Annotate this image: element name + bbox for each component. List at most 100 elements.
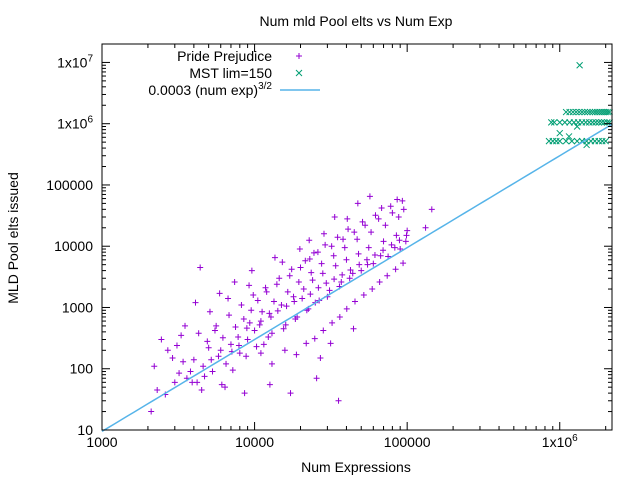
- data-point: [332, 262, 339, 269]
- data-point: [278, 301, 285, 308]
- data-point: [380, 238, 387, 245]
- data-point: [393, 232, 400, 239]
- data-point: [326, 287, 333, 294]
- data-point: [274, 307, 281, 314]
- data-point: [603, 119, 611, 126]
- data-point: [158, 336, 165, 343]
- data-point: [290, 293, 297, 300]
- data-point: [241, 390, 248, 397]
- data-point: [346, 275, 353, 282]
- data-point: [248, 267, 255, 274]
- y-axis-label: MLD Pool elts issued: [5, 172, 21, 304]
- data-point: [547, 119, 555, 126]
- data-point: [568, 137, 576, 145]
- data-point: [578, 108, 586, 116]
- data-point: [238, 301, 245, 308]
- fit-line: [101, 123, 613, 433]
- data-point: [225, 295, 232, 302]
- data-point: [575, 108, 583, 116]
- data-point: [154, 386, 161, 393]
- data-point: [400, 206, 407, 213]
- data-point: [583, 141, 590, 149]
- data-point: [266, 310, 273, 317]
- data-point: [307, 291, 314, 298]
- data-point: [354, 200, 361, 207]
- y-tick-label: 100000: [46, 177, 93, 193]
- data-point: [375, 215, 382, 222]
- y-tick-label: 1x106: [57, 115, 93, 132]
- x-tick-label: 1x106: [542, 433, 578, 450]
- data-point: [387, 203, 394, 210]
- data-point: [586, 108, 594, 116]
- data-point: [392, 266, 399, 273]
- data-point: [308, 269, 315, 276]
- data-point: [395, 213, 402, 220]
- data-point: [293, 351, 300, 358]
- data-point: [235, 342, 242, 349]
- data-point: [257, 318, 264, 325]
- data-point: [598, 119, 605, 126]
- data-point: [259, 308, 266, 315]
- data-point: [223, 360, 230, 367]
- y-tick-label: 10: [77, 422, 93, 438]
- chart-title: Num mld Pool elts vs Num Exp: [260, 13, 453, 29]
- data-point: [273, 281, 280, 288]
- data-point: [288, 266, 295, 273]
- data-point: [281, 347, 288, 354]
- data-point: [391, 244, 398, 251]
- data-point: [201, 373, 208, 380]
- data-point: [399, 197, 406, 204]
- data-point: [338, 279, 345, 286]
- data-point: [178, 332, 185, 339]
- data-point: [595, 119, 603, 126]
- data-point: [313, 375, 320, 382]
- data-point: [569, 108, 577, 116]
- data-point: [257, 350, 264, 357]
- data-point: [198, 386, 205, 393]
- data-point: [176, 370, 183, 377]
- data-point: [556, 137, 564, 145]
- data-point: [400, 260, 407, 267]
- data-point: [300, 286, 307, 293]
- series-0-0003-num-exp: [101, 123, 613, 433]
- data-point: [151, 363, 158, 370]
- data-point: [351, 298, 358, 305]
- data-point: [376, 279, 383, 286]
- legend-label: Pride Prejudice: [177, 48, 272, 64]
- data-point: [266, 381, 273, 388]
- data-point: [584, 108, 591, 116]
- data-point: [205, 344, 212, 351]
- data-point: [331, 276, 338, 283]
- data-point: [572, 108, 580, 116]
- data-point: [215, 353, 222, 360]
- data-point: [309, 277, 316, 284]
- data-point: [164, 347, 171, 354]
- data-point: [344, 215, 351, 222]
- data-point: [243, 325, 250, 332]
- data-point: [219, 334, 226, 341]
- data-point: [250, 291, 257, 298]
- data-point: [296, 246, 303, 253]
- data-point: [268, 360, 275, 367]
- data-point: [268, 330, 275, 337]
- data-point: [341, 244, 348, 251]
- data-point: [331, 213, 338, 220]
- y-tick-label: 1000: [62, 299, 93, 315]
- data-point: [372, 212, 379, 219]
- data-point: [218, 381, 225, 388]
- data-point: [195, 330, 202, 337]
- data-point: [270, 298, 277, 305]
- data-point: [550, 119, 558, 126]
- data-point: [389, 209, 396, 216]
- data-point: [226, 312, 233, 319]
- data-point: [589, 119, 596, 126]
- data-point: [256, 321, 263, 328]
- data-point: [359, 218, 366, 225]
- x-tick-label: 1000: [86, 434, 117, 450]
- data-point: [244, 336, 251, 343]
- data-point: [604, 108, 611, 116]
- data-point: [263, 288, 270, 295]
- plot-frame: [101, 43, 613, 431]
- x-tick-label: 100000: [384, 434, 431, 450]
